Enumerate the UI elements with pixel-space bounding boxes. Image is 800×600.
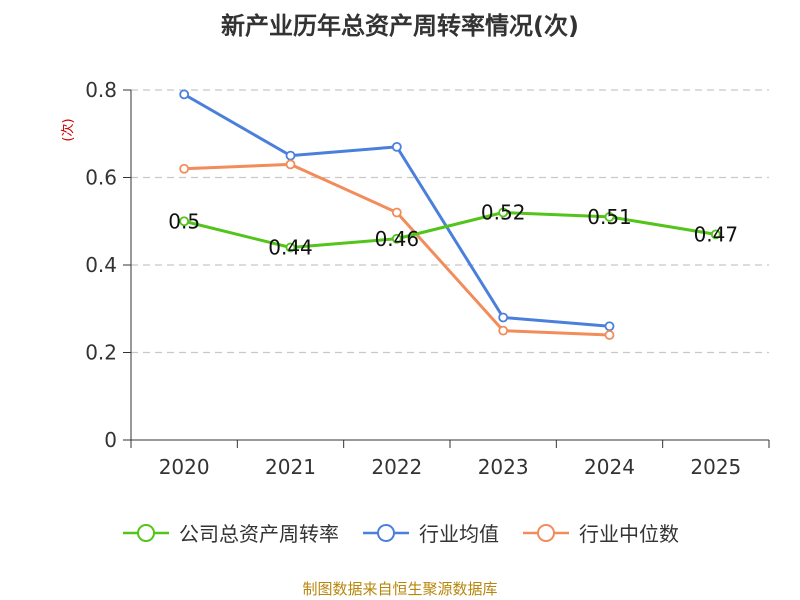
x-tick-label: 2021 [265,455,316,479]
data-point [285,159,296,170]
data-point [179,163,190,174]
legend-circle [537,523,555,542]
data-point [285,242,296,253]
data-point [604,330,615,340]
data-label: 0.47 [694,222,739,246]
legend-marker-icon [523,523,569,542]
x-tick-label: 2020 [159,455,210,479]
y-tick-label: 0.2 [85,341,117,365]
y-tick-label: 0.6 [85,166,117,190]
data-point [179,89,190,100]
data-point [604,211,615,222]
legend-label: 公司总资产周转率 [179,522,339,546]
y-axis-label: (次) [60,118,76,141]
series-line [183,211,717,249]
data-point [391,207,402,218]
data-point [604,321,615,332]
data-label: 0.46 [375,227,420,251]
y-tick-label: 0.4 [85,253,117,277]
legend-circle [377,523,395,542]
x-tick-label: 2024 [584,455,635,479]
legend: 公司总资产周转率 行业均值 行业中位数 [0,518,800,547]
grid-lines [131,89,769,354]
chart-title: 新产业历年总资产周转率情况(次) [221,12,579,40]
data-point [179,216,190,227]
legend-marker-icon [123,523,169,542]
y-tick-label: 0.8 [85,78,117,102]
data-label: 0.52 [481,201,526,225]
data-point [391,233,402,244]
legend-marker-icon [363,523,409,542]
axes: 0 0.2 0.4 0.6 0.8 2020 2021 2022 2023 2024 2025 [85,78,770,479]
data-point [498,325,509,336]
x-tick-label: 2023 [478,455,529,479]
x-tick-label: 2022 [371,455,422,479]
data-label: 0.5 [168,209,200,233]
data-label: 0.51 [587,205,632,229]
legend-circle [137,523,155,542]
data-labels: 0.5 0.44 0.46 0.52 0.51 0.47 [168,201,738,260]
legend-item: 行业中位数 [521,518,679,547]
legend-label: 行业均值 [419,522,499,546]
data-point [285,150,296,161]
data-point [710,229,721,240]
legend-label: 行业中位数 [579,522,679,546]
source-note: 制图数据来自恒生聚源数据库 [302,580,498,598]
series-lines [179,89,721,340]
legend-item: 行业均值 [361,518,499,547]
data-point [391,141,402,152]
x-tick-label: 2025 [690,455,741,479]
data-point [498,312,509,323]
data-label: 0.44 [268,236,313,260]
y-tick-label: 0 [104,428,117,452]
legend-item: 公司总资产周转率 [121,518,339,547]
data-point [498,207,509,218]
